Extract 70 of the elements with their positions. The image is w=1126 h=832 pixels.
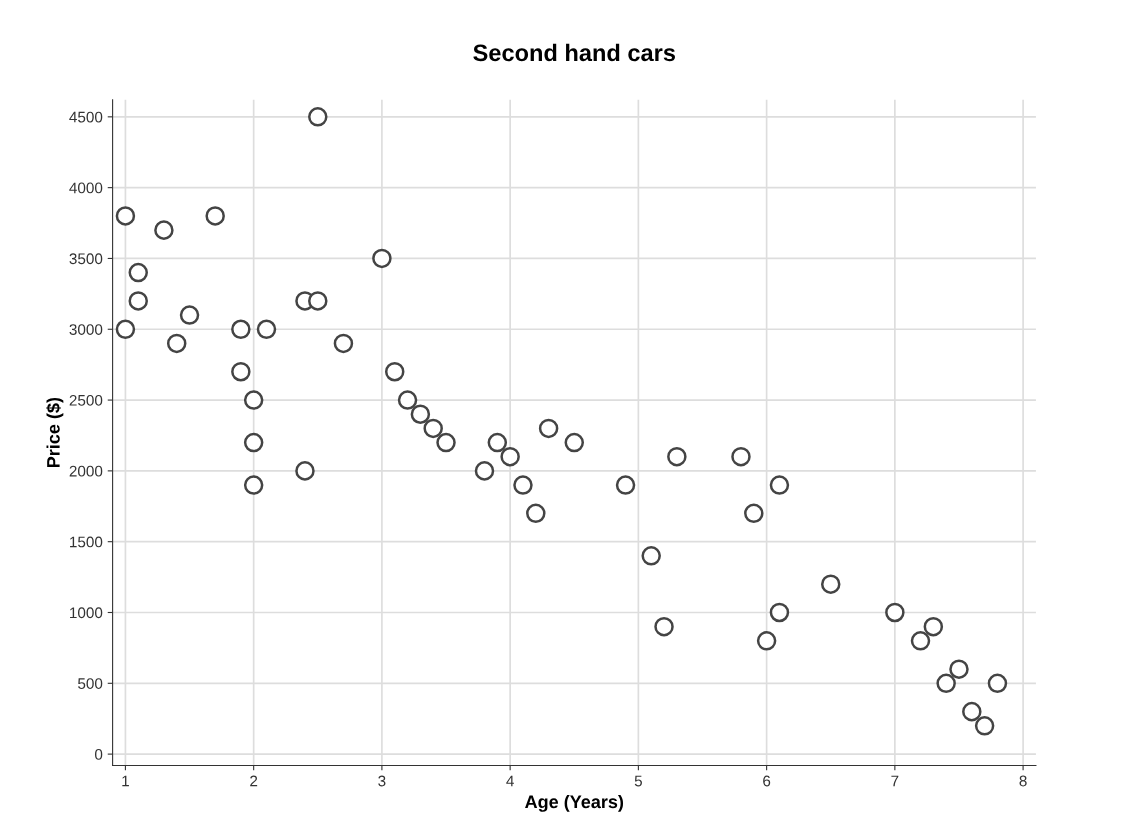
- point: [372, 248, 392, 269]
- point: [308, 291, 328, 311]
- x-tick-label: 3: [378, 775, 386, 787]
- chart-title: Second hand cars: [473, 43, 675, 62]
- x-axis-title: Age (Years): [525, 794, 624, 812]
- point: [295, 461, 315, 481]
- point: [820, 574, 841, 594]
- y-tick-label: 0: [94, 748, 103, 760]
- point: [410, 404, 431, 424]
- point: [231, 361, 251, 382]
- y-tick-label: 2000: [69, 465, 103, 477]
- x-tick-label: 5: [634, 775, 642, 787]
- y-tick-label: 2500: [69, 394, 103, 406]
- x-tick-label: 2: [250, 775, 258, 787]
- point: [128, 291, 148, 311]
- point: [231, 319, 251, 340]
- point: [987, 673, 1008, 694]
- point: [936, 673, 956, 694]
- point: [654, 616, 674, 637]
- point: [243, 475, 264, 495]
- point: [384, 361, 405, 382]
- point: [154, 220, 174, 240]
- point: [115, 319, 136, 340]
- point: [243, 432, 264, 453]
- point: [667, 446, 687, 467]
- point: [179, 305, 200, 325]
- point: [756, 631, 777, 651]
- point: [500, 446, 520, 467]
- point: [115, 206, 136, 226]
- point: [769, 475, 790, 495]
- point: [397, 390, 418, 410]
- point: [205, 206, 225, 226]
- y-tick-label: 500: [78, 678, 103, 689]
- point: [885, 602, 905, 623]
- y-tick-label: 3500: [69, 253, 103, 265]
- point: [128, 262, 148, 283]
- point: [333, 333, 354, 354]
- point: [615, 475, 636, 495]
- x-tick-label: 8: [1019, 775, 1027, 787]
- point: [769, 602, 790, 623]
- point: [436, 432, 456, 453]
- point: [974, 716, 995, 736]
- y-tick-label: 1500: [70, 536, 103, 548]
- point: [166, 333, 187, 354]
- x-tick-label: 6: [763, 775, 771, 787]
- point: [923, 616, 944, 637]
- point: [308, 107, 328, 127]
- point: [513, 475, 533, 495]
- y-tick-label: 3000: [69, 324, 103, 335]
- y-tick-label: 4500: [69, 111, 103, 123]
- point: [744, 503, 764, 524]
- point: [487, 432, 508, 453]
- point: [962, 701, 982, 722]
- point: [256, 319, 277, 340]
- point: [538, 418, 559, 439]
- point: [423, 418, 443, 439]
- y-tick-label: 1000: [70, 607, 103, 619]
- x-tick-label: 1: [122, 775, 129, 787]
- x-tick-label: 4: [506, 775, 514, 787]
- y-axis-title: Price ($): [46, 397, 64, 468]
- x-tick-label: 7: [891, 775, 899, 787]
- y-tick-label: 4000: [69, 182, 103, 194]
- point: [243, 390, 264, 410]
- point: [526, 503, 546, 524]
- point: [474, 461, 495, 481]
- point: [910, 631, 931, 651]
- point: [641, 546, 661, 566]
- point: [949, 659, 969, 679]
- point: [731, 446, 751, 467]
- point: [564, 432, 585, 453]
